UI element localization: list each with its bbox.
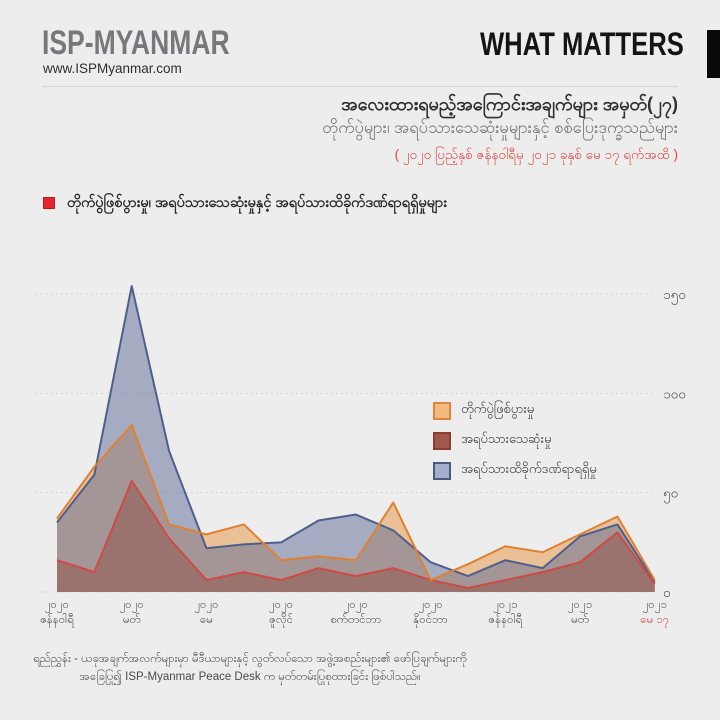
y-axis-tick-label: ၅၀ [663,486,678,504]
brand-title: WHAT MATTERS [480,26,684,62]
red-square-bullet-icon [43,197,55,209]
footer-note: ရည်ညွှန်း - ယခုအချက်အလက်များမှာ မီဒီယာမျ… [30,650,470,686]
logo: ISP-MYANMAR [42,24,230,62]
series-area [57,480,655,592]
legend-swatch-icon [433,461,451,480]
legend-label: အရပ်သားထိခိုက်ဒဏ်ရာရရှိမှု [461,461,597,476]
page-title: အလေးထားရမည့်အကြောင်းအချက်များ အမှတ်(၂၇) [341,94,678,114]
x-axis-tick-label: ၂၀၂၁မတ် [568,599,592,626]
x-axis-tick-label: ၂၀၂၀မေ [194,599,218,626]
y-axis-tick-label: ၁၅၀ [663,287,686,305]
y-axis-tick-label: ၀ [663,585,671,600]
x-axis-tick-label: ၂၀၂၀မတ် [120,599,144,626]
footer-line-1: ရည်ညွှန်း - ယခုအချက်အလက်များမှာ မီဒီယာမျ… [33,653,467,665]
x-axis-tick-label: ၂၀၂၁ဇန်နဝါရီ [488,599,522,628]
x-axis-tick-label: ၂၀၂၀ဇန်နဝါရီ [40,599,74,628]
website-url: www.ISPMyanmar.com [43,61,182,76]
page-subtitle: တိုက်ပွဲများ၊ အရပ်သားသေဆုံးမှုများနှင့် … [322,119,678,137]
x-axis-tick-label: ၂၀၂၁မေ ၁၇ [640,599,669,628]
series-area [57,286,655,592]
legend-label: အရပ်သားသေဆုံးမှု [461,431,552,446]
footer-line-2: အခြေပြု၍ ISP-Myanmar Peace Desk က မှတ်တမ… [79,671,421,683]
chart-title-label: တိုက်ပွဲဖြစ်ပွားမှု၊ အရပ်သားသေဆုံးမှုနှင… [67,195,447,211]
series-line [56,424,656,582]
x-axis-tick-label: ၂၀၂၀ဇူလိုင် [269,599,293,628]
series-line [56,479,656,590]
x-axis-tick-label: ၂၀၂၀စက်တင်ဘာ [330,599,381,626]
legend-label: တိုက်ပွဲဖြစ်ပွားမှု [461,401,535,416]
x-axis-tick-label: ၂၀၂၀နိုဝင်ဘာ [413,599,448,628]
series-line [56,285,656,583]
chart-legend: တိုက်ပွဲဖြစ်ပွားမှုအရပ်သားသေဆုံးမှုအရပ်သ… [433,401,597,492]
header-divider [42,86,678,87]
chart-section-title: တိုက်ပွဲဖြစ်ပွားမှု၊ အရပ်သားသေဆုံးမှုနှင… [43,194,447,215]
legend-item: အရပ်သားသေဆုံးမှု [433,431,597,450]
legend-swatch-icon [433,431,451,450]
brand-accent-bar [707,30,720,78]
legend-swatch-icon [433,401,451,420]
legend-item: အရပ်သားထိခိုက်ဒဏ်ရာရရှိမှု [433,461,597,480]
y-axis-tick-label: ၁၀၀ [663,386,686,401]
date-range: ( ၂၀၂၀ ပြည့်နှစ် ဇန်နဝါရီမှ ၂၀၂၁ ခုနှစ် … [394,147,678,162]
legend-item: တိုက်ပွဲဖြစ်ပွားမှု [433,401,597,420]
